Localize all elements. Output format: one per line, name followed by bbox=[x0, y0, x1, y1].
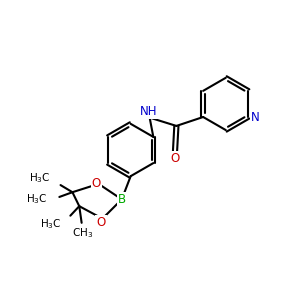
Text: H$_3$C: H$_3$C bbox=[40, 217, 62, 231]
Text: B: B bbox=[118, 193, 126, 206]
Text: N: N bbox=[250, 110, 260, 124]
Text: O: O bbox=[170, 152, 179, 165]
Text: H$_3$C: H$_3$C bbox=[26, 192, 48, 206]
Text: CH$_3$: CH$_3$ bbox=[72, 226, 93, 240]
Text: H$_3$C: H$_3$C bbox=[29, 171, 51, 185]
Text: O: O bbox=[96, 216, 106, 229]
Text: O: O bbox=[92, 177, 101, 190]
Text: NH: NH bbox=[140, 105, 158, 118]
